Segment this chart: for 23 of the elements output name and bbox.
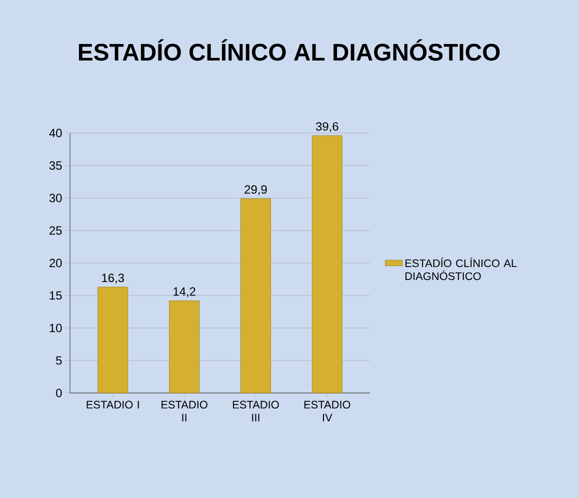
legend-label: ESTADÍO CLÍNICO AL DIAGNÓSTICO [405,258,517,280]
chart-title: ESTADÍO CLÍNICO AL DIAGNÓSTICO [78,39,500,61]
y-tick-label: 30 [49,194,62,202]
y-tick-label: 20 [50,258,62,268]
y-tick-label: 35 [49,161,62,170]
bar [312,135,342,394]
y-tick-label: 10 [50,324,62,332]
y-tick-label: 0 [56,388,62,398]
bar [240,198,271,394]
x-tick-label: ESTADIO IV [304,400,350,422]
bar [169,300,200,394]
y-tick-label: 40 [49,128,62,138]
y-tick-label: 25 [50,226,62,235]
data-label: 29,9 [244,185,267,196]
bar [98,286,128,394]
data-label: 39,6 [316,122,338,132]
data-label: 16,3 [102,274,124,284]
x-tick-label: ESTADIO II [162,400,208,422]
data-label: 14,2 [174,287,196,298]
x-tick-label: ESTADIO III [232,400,279,422]
y-tick-label: 5 [56,356,62,365]
y-tick-label: 15 [50,291,62,300]
x-tick-label: ESTADIO I [86,400,139,409]
